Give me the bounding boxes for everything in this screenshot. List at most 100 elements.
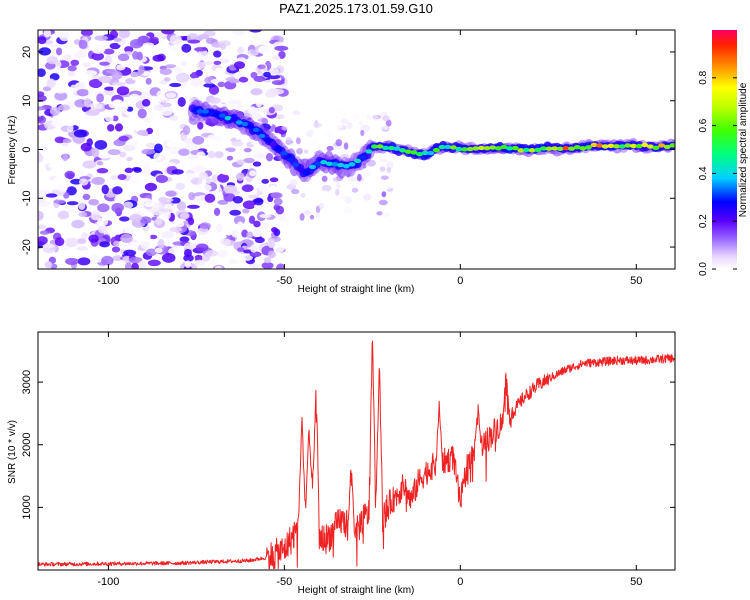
spectrogram-cell — [45, 215, 57, 221]
spectrogram-cell — [258, 45, 271, 55]
spectrogram-cell — [215, 136, 223, 144]
spectrogram-cell — [38, 137, 46, 144]
spectrogram-cell — [107, 211, 117, 219]
spectrogram-cell — [274, 114, 285, 120]
snr-y-tick-label: 1000 — [21, 495, 33, 519]
spectrogram-cell — [137, 108, 147, 119]
spectrogram-cell — [129, 175, 143, 184]
spectrogram-cell — [556, 146, 564, 151]
spectrogram-cell — [116, 64, 126, 71]
spectrogram-cell — [69, 84, 78, 94]
spectrogram-cell — [268, 106, 275, 114]
spectrogram-cell — [197, 33, 210, 40]
spectrogram-cell — [55, 47, 63, 56]
spectrogram-cell — [380, 175, 389, 180]
spectrogram-cell — [94, 139, 108, 150]
spectrogram-cell — [207, 150, 216, 159]
spectrogram-cell — [145, 142, 157, 149]
spectrogram-cell — [38, 36, 47, 45]
spectrogram-cell — [385, 161, 394, 170]
spectrogram-cell — [51, 120, 64, 128]
spectrogram-cell — [183, 254, 194, 262]
spectrogram-cell — [188, 49, 196, 56]
spectrogram-cell — [253, 75, 266, 82]
spectrogram-cell — [522, 147, 530, 153]
spectrogram-cell — [229, 259, 238, 265]
spectrogram-cell — [281, 125, 289, 131]
spectrogram-cell — [58, 104, 70, 111]
spectrogram-cell — [57, 210, 70, 220]
spectrogram-cell — [444, 144, 452, 150]
spectrogram-cell — [205, 250, 219, 257]
spectrogram-y-tick-label: -10 — [21, 190, 33, 206]
spectrogram-cell — [253, 97, 262, 104]
spectrogram-cell — [370, 144, 378, 149]
spectrogram-cell — [438, 144, 446, 150]
spectrogram-cell — [83, 98, 92, 108]
spectrogram-cell — [155, 174, 169, 184]
spectrogram-cell — [286, 157, 294, 163]
spectrogram-cell — [76, 88, 90, 97]
spectrogram-cell — [238, 76, 249, 83]
spectrogram-cell — [129, 241, 139, 250]
spectrogram-cell — [114, 196, 122, 202]
spectrogram-cell — [386, 167, 392, 174]
spectrogram-cell — [82, 160, 97, 169]
spectrogram-cell — [227, 99, 242, 105]
spectrogram-cell — [52, 115, 63, 121]
spectrogram-cell — [169, 82, 182, 88]
spectrogram-cell — [153, 152, 163, 162]
spectrogram-cell — [354, 158, 362, 164]
spectrogram-cell — [71, 219, 85, 229]
spectrogram-cell — [264, 32, 274, 39]
spectrogram-cell — [242, 254, 253, 261]
spectrogram-cell — [204, 193, 216, 203]
spectrogram-cell — [112, 115, 119, 122]
spectrogram-cell — [348, 162, 356, 167]
spectrogram-cell — [267, 239, 276, 248]
spectrogram-cell — [196, 61, 207, 69]
spectrogram-cell — [149, 95, 158, 101]
spectrogram-cell — [309, 186, 317, 195]
spectrogram-cell — [340, 118, 349, 125]
spectrogram-cell — [461, 147, 469, 152]
spectrogram-cell — [199, 184, 212, 192]
spectrogram-cell — [38, 236, 48, 245]
spectrogram-cell — [258, 133, 266, 139]
colorbar-label: Normalized spectral amplitude — [738, 82, 749, 217]
spectrogram-cell — [128, 256, 143, 264]
spectrogram-cell — [358, 120, 363, 126]
spectrogram-cell — [46, 43, 60, 48]
spectrogram-cell — [65, 257, 79, 266]
spectrogram-cell — [117, 174, 127, 181]
spectrogram-cell — [312, 122, 323, 128]
spectrogram-cell — [248, 215, 256, 224]
spectrogram-cell — [99, 61, 110, 66]
snr-x-tick-label: -50 — [276, 576, 292, 588]
spectrogram-cell — [197, 200, 206, 206]
snr-x-axis: -100 -50 0 50 — [97, 332, 642, 588]
spectrogram-cell — [280, 151, 288, 156]
spectrogram-cell — [109, 228, 123, 235]
spectrogram-x-label: Height of straight line (km) — [298, 284, 415, 295]
spectrogram-cell — [51, 209, 60, 215]
spectrogram-cell — [88, 87, 96, 97]
spectrogram-cell — [169, 44, 179, 51]
spectrogram-cell — [223, 212, 230, 218]
spectrogram-cell — [385, 119, 392, 127]
spectrogram-cell — [376, 144, 384, 149]
spectrogram-cell — [494, 146, 502, 151]
spectrogram-cell — [117, 53, 130, 62]
spectrogram-cell — [217, 81, 226, 88]
spectrogram-cell — [230, 117, 238, 122]
spectrogram-cell — [370, 195, 380, 202]
spectrogram-x-tick-label: -50 — [276, 275, 292, 287]
spectrogram-cell — [94, 103, 103, 110]
spectrogram-cell — [500, 144, 508, 150]
spectrogram-cell — [346, 122, 353, 129]
spectrogram-cell — [235, 120, 243, 125]
spectrogram-cell — [231, 140, 244, 147]
spectrogram-cell — [635, 143, 643, 149]
spectrogram-cell — [379, 158, 389, 163]
spectrogram-cell — [96, 93, 105, 103]
